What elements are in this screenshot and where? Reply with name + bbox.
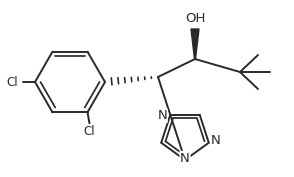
Text: N: N bbox=[211, 134, 221, 147]
Text: N: N bbox=[180, 152, 190, 164]
Text: OH: OH bbox=[185, 13, 205, 25]
Text: Cl: Cl bbox=[84, 125, 95, 138]
Text: N: N bbox=[157, 109, 167, 122]
Polygon shape bbox=[191, 29, 199, 59]
Text: Cl: Cl bbox=[6, 76, 18, 88]
